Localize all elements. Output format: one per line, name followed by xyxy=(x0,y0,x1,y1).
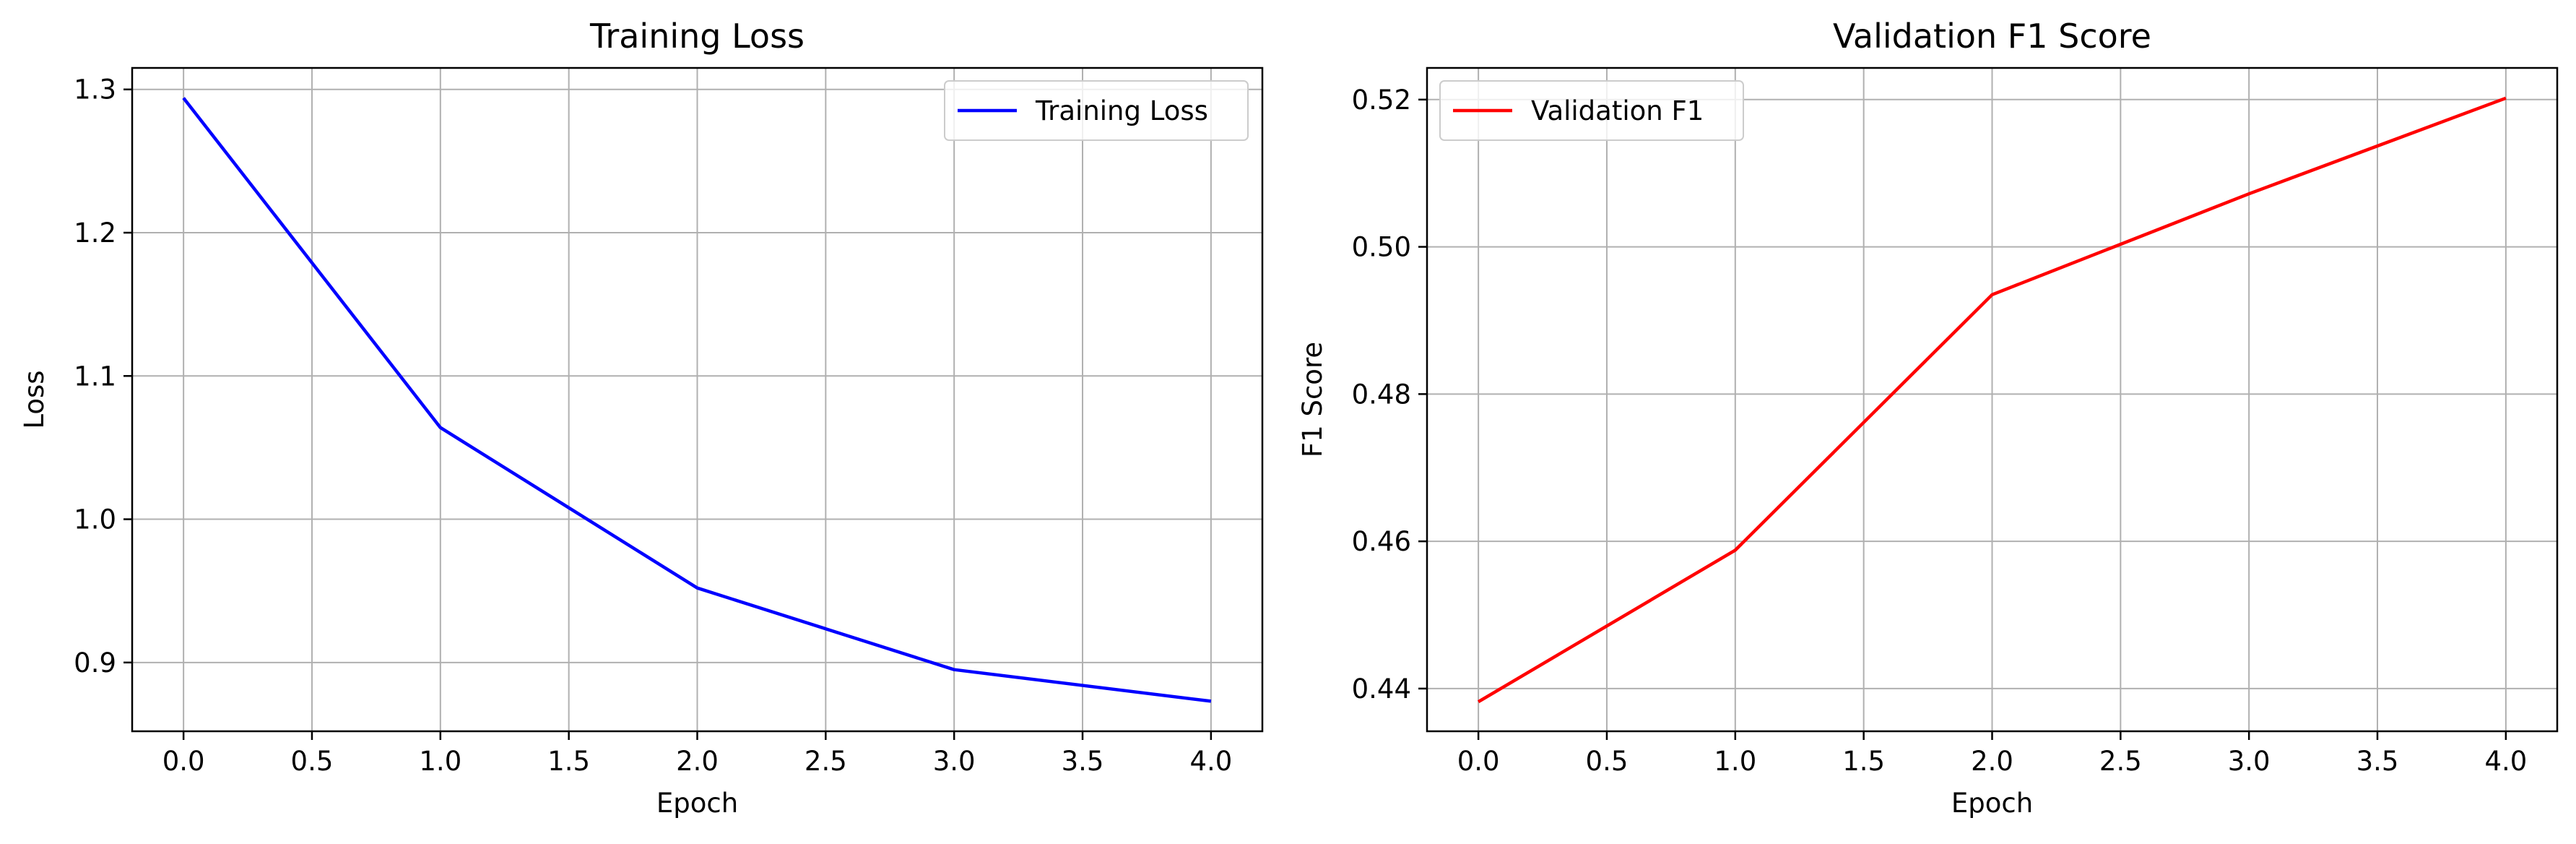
x-tick-label: 2.0 xyxy=(676,746,719,777)
training-loss-chart: 0.0 0.5 1.0 1.5 2.0 2.5 3.0 3.5 4.0 0.9 1.0 1.1 1.2 1… xyxy=(19,17,1264,819)
x-tick-label: 1.0 xyxy=(419,746,461,777)
x-tick-label: 2.5 xyxy=(805,746,847,777)
y-tick-label: 1.1 xyxy=(74,361,116,392)
y-axis-label: F1 Score xyxy=(1297,342,1328,457)
series-line xyxy=(182,97,1212,703)
y-tick-label: 0.52 xyxy=(1352,85,1411,116)
y-tick-label: 1.2 xyxy=(74,218,116,249)
x-axis-label: Epoch xyxy=(656,788,738,819)
legend-box xyxy=(944,80,1249,141)
series-layer xyxy=(182,97,1212,703)
x-tick-label: 3.0 xyxy=(2228,746,2271,777)
legend: Training Loss xyxy=(944,80,1249,141)
series-layer xyxy=(1477,96,2507,704)
legend-box xyxy=(1439,80,1744,141)
x-tick-label: 3.0 xyxy=(933,746,976,777)
legend-label: Training Loss xyxy=(1035,95,1208,126)
x-tick-label: 3.5 xyxy=(1062,746,1104,777)
x-tick-label: 1.5 xyxy=(547,746,590,777)
y-axis-label: Loss xyxy=(19,370,50,429)
legend: Validation F1 xyxy=(1439,80,1744,141)
x-tick-label: 2.0 xyxy=(1971,746,2013,777)
x-tick-label: 1.0 xyxy=(1714,746,1756,777)
y-tick-label: 1.3 xyxy=(74,74,116,106)
y-tick-label: 1.0 xyxy=(74,504,116,535)
x-tick-label: 4.0 xyxy=(1189,746,1232,777)
y-tick-label: 0.44 xyxy=(1352,673,1411,705)
x-tick-label: 0.0 xyxy=(1457,746,1500,777)
x-axis-label: Epoch xyxy=(1951,788,2033,819)
x-tick-label: 4.0 xyxy=(2484,746,2527,777)
chart-title: Validation F1 Score xyxy=(1833,17,2151,56)
ticks-layer: 0.0 0.5 1.0 1.5 2.0 2.5 3.0 3.5 4.0 0.44 0.46 0.48 0… xyxy=(1352,85,2528,777)
grid-lines xyxy=(1427,68,2557,731)
x-tick-label: 0.5 xyxy=(291,746,334,777)
legend-label: Validation F1 xyxy=(1531,95,1704,126)
x-tick-label: 2.5 xyxy=(2099,746,2142,777)
chart-title: Training Loss xyxy=(589,17,805,56)
series-line xyxy=(1477,96,2507,704)
x-tick-label: 0.5 xyxy=(1586,746,1629,777)
y-tick-label: 0.9 xyxy=(74,647,116,679)
y-tick-label: 0.48 xyxy=(1352,379,1411,410)
validation-f1-chart: 0.0 0.5 1.0 1.5 2.0 2.5 3.0 3.5 4.0 0.44 0.46 0.48 0… xyxy=(1297,17,2559,819)
x-tick-label: 3.5 xyxy=(2356,746,2399,777)
y-tick-label: 0.46 xyxy=(1352,526,1411,557)
y-tick-label: 0.50 xyxy=(1352,232,1411,263)
x-tick-label: 1.5 xyxy=(1842,746,1885,777)
ticks-layer: 0.0 0.5 1.0 1.5 2.0 2.5 3.0 3.5 4.0 0.9 1.0 1.1 1.2 1… xyxy=(74,74,1232,777)
x-tick-label: 0.0 xyxy=(162,746,205,777)
